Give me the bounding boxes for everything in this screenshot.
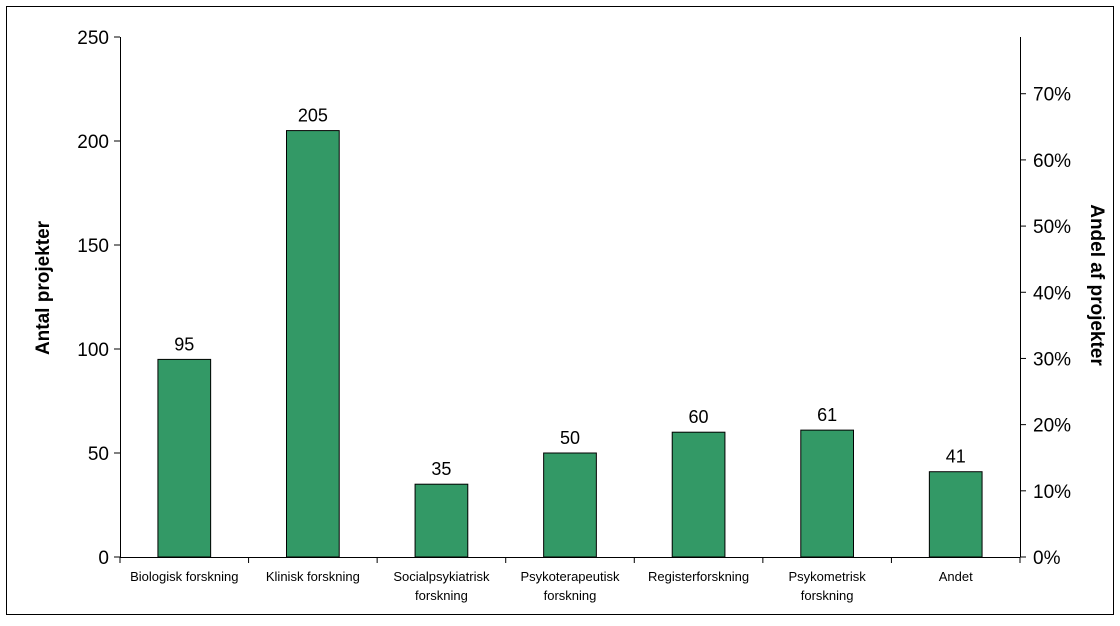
bar (414, 483, 469, 558)
bar (286, 130, 340, 558)
y-tick-label-right: 60% (1033, 151, 1071, 172)
y-tick-label-right: 40% (1033, 283, 1071, 304)
y-tick-label-right: 10% (1033, 482, 1071, 503)
bar (671, 431, 726, 558)
y-tick-label-left: 100 (77, 340, 109, 361)
bars-group (157, 130, 983, 558)
x-tick-label: Registerforskning (648, 569, 749, 584)
y-tick-label-left: 0 (98, 548, 109, 569)
y-tick-label-left: 250 (77, 28, 109, 49)
y-axis-title-left: Antal projekter (33, 220, 54, 355)
y-tick-label-left: 200 (77, 132, 109, 153)
bar (928, 471, 983, 558)
y-tick-label-right: 30% (1033, 349, 1071, 370)
y-tick-label-right: 50% (1033, 217, 1071, 238)
x-tick-label: Biologisk forskning (130, 569, 238, 584)
x-tick-label: Klinisk forskning (266, 569, 360, 584)
y-axis-title-right: Andel af projekter (1086, 204, 1107, 366)
bar (800, 429, 854, 558)
data-label: 95 (174, 334, 194, 354)
data-label: 205 (298, 106, 328, 126)
bar (157, 358, 212, 558)
y-axis-left: 0 50 100 150 200 250 (77, 28, 121, 569)
x-tick-label: Psykoterapeutisk forskning (521, 569, 620, 603)
y-tick-label-left: 50 (88, 444, 109, 465)
data-label: 60 (689, 407, 709, 427)
y-axis-right: 0% 10% 20% 30% 40% 50% 60% 70% (1020, 37, 1071, 569)
x-axis: Biologisk forskning Klinisk forskning Soci… (119, 557, 1021, 603)
data-label: 50 (560, 428, 580, 448)
y-tick-label-right: 20% (1033, 416, 1071, 437)
data-label: 61 (817, 405, 837, 425)
y-tick-label-right: 70% (1033, 85, 1071, 106)
bar (543, 452, 597, 558)
data-label: 41 (946, 447, 966, 467)
data-labels-group: 95 205 35 50 60 61 41 (174, 106, 965, 480)
data-label: 35 (431, 459, 451, 479)
x-tick-label: Andet (939, 569, 973, 584)
y-tick-label-right: 0% (1033, 548, 1061, 569)
y-tick-label-left: 150 (77, 236, 109, 257)
x-tick-label: Psykometrisk forskning (788, 569, 866, 603)
x-tick-label: Socialpsykiatrisk forskning (393, 569, 490, 603)
